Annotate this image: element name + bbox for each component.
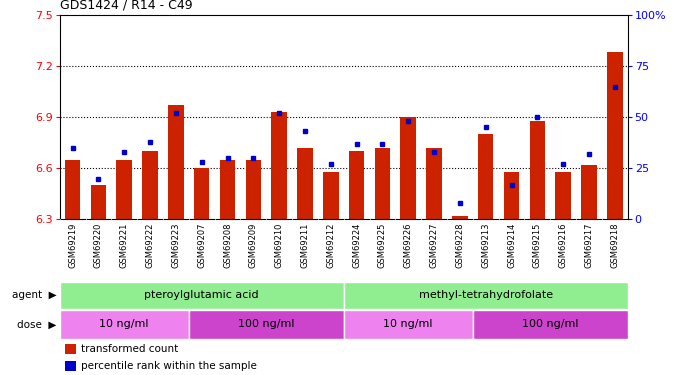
- Bar: [189, 310, 344, 339]
- Text: 100 ng/ml: 100 ng/ml: [522, 320, 578, 329]
- Bar: [504, 172, 519, 219]
- Text: GSM69212: GSM69212: [327, 222, 335, 268]
- Text: GSM69222: GSM69222: [145, 222, 154, 268]
- Text: pteroylglutamic acid: pteroylglutamic acid: [144, 290, 259, 300]
- Bar: [168, 105, 184, 219]
- Text: 10 ng/ml: 10 ng/ml: [99, 320, 149, 329]
- Text: percentile rank within the sample: percentile rank within the sample: [81, 361, 257, 371]
- Text: GSM69213: GSM69213: [481, 222, 490, 268]
- Text: GSM69225: GSM69225: [378, 222, 387, 268]
- Text: GSM69226: GSM69226: [404, 222, 413, 268]
- Bar: [349, 151, 364, 219]
- Bar: [65, 344, 75, 354]
- Text: GSM69219: GSM69219: [68, 222, 77, 268]
- Text: GSM69215: GSM69215: [533, 222, 542, 268]
- Bar: [375, 148, 390, 219]
- Bar: [478, 134, 493, 219]
- Bar: [142, 151, 158, 219]
- Text: GDS1424 / R14 - C49: GDS1424 / R14 - C49: [60, 0, 192, 11]
- Text: transformed count: transformed count: [81, 344, 178, 354]
- Text: agent  ▶: agent ▶: [12, 290, 56, 300]
- Bar: [65, 361, 75, 371]
- Bar: [581, 165, 597, 219]
- Bar: [65, 160, 80, 219]
- Text: GSM69214: GSM69214: [507, 222, 516, 268]
- Text: GSM69207: GSM69207: [197, 222, 206, 268]
- Text: GSM69211: GSM69211: [300, 222, 309, 268]
- Text: GSM69210: GSM69210: [274, 222, 283, 268]
- Bar: [297, 148, 313, 219]
- Bar: [272, 112, 287, 219]
- Bar: [194, 168, 209, 219]
- Bar: [607, 53, 622, 219]
- Bar: [60, 282, 344, 309]
- Text: GSM69227: GSM69227: [429, 222, 438, 268]
- Bar: [91, 185, 106, 219]
- Text: GSM69218: GSM69218: [611, 222, 619, 268]
- Bar: [220, 160, 235, 219]
- Text: methyl-tetrahydrofolate: methyl-tetrahydrofolate: [418, 290, 553, 300]
- Bar: [323, 172, 338, 219]
- Bar: [556, 172, 571, 219]
- Bar: [530, 121, 545, 219]
- Text: 100 ng/ml: 100 ng/ml: [238, 320, 294, 329]
- Text: GSM69228: GSM69228: [456, 222, 464, 268]
- Text: GSM69221: GSM69221: [120, 222, 129, 268]
- Bar: [344, 282, 628, 309]
- Text: GSM69217: GSM69217: [584, 222, 593, 268]
- Bar: [344, 310, 473, 339]
- Bar: [246, 160, 261, 219]
- Text: GSM69223: GSM69223: [172, 222, 180, 268]
- Bar: [401, 117, 416, 219]
- Bar: [452, 216, 468, 219]
- Text: GSM69208: GSM69208: [223, 222, 232, 268]
- Text: 10 ng/ml: 10 ng/ml: [383, 320, 433, 329]
- Text: GSM69216: GSM69216: [558, 222, 567, 268]
- Bar: [117, 160, 132, 219]
- Text: dose  ▶: dose ▶: [17, 320, 56, 329]
- Bar: [473, 310, 628, 339]
- Bar: [60, 310, 189, 339]
- Text: GSM69224: GSM69224: [352, 222, 361, 268]
- Text: GSM69209: GSM69209: [249, 222, 258, 268]
- Text: GSM69220: GSM69220: [94, 222, 103, 268]
- Bar: [426, 148, 442, 219]
